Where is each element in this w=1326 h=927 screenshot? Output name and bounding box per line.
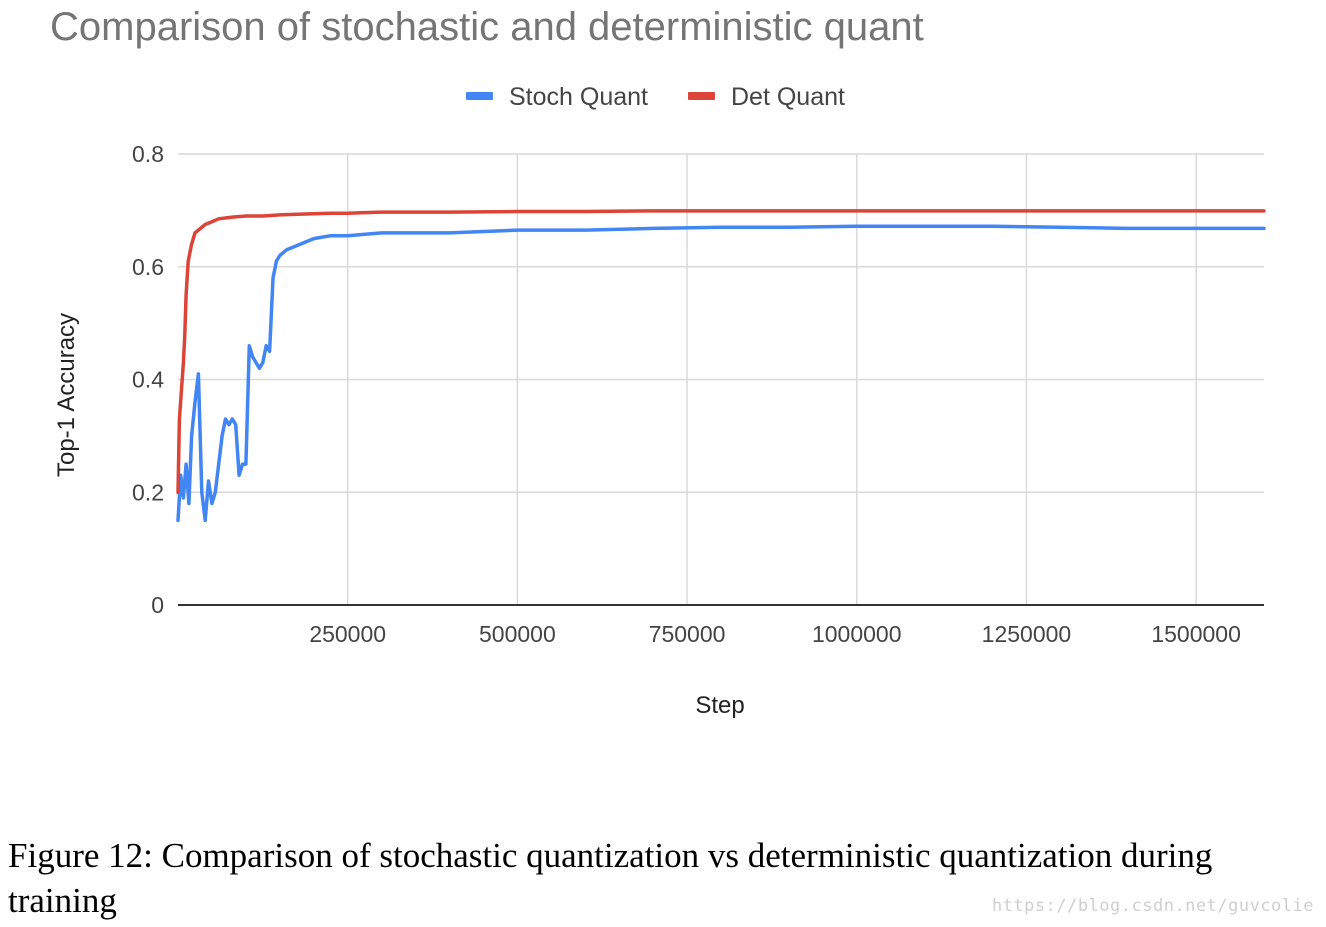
x-tick-label: 1250000 <box>982 621 1072 647</box>
x-tick-label: 1000000 <box>812 621 902 647</box>
y-tick-label: 0.2 <box>132 479 164 505</box>
y-tick-label: 0.8 <box>132 141 164 167</box>
chart-title: Comparison of stochastic and determinist… <box>50 5 924 49</box>
x-tick-label: 250000 <box>309 621 386 647</box>
legend-label-stoch-quant: Stoch Quant <box>509 83 648 111</box>
y-tick-label: 0 <box>151 592 164 618</box>
series-line-det-quant <box>176 209 1266 495</box>
legend-swatch-det-quant <box>688 92 715 100</box>
x-tick-label: 500000 <box>479 621 556 647</box>
y-tick-label: 0.6 <box>132 254 164 280</box>
chart-canvas: Comparison of stochastic and determinist… <box>50 5 1266 719</box>
grid-lines <box>178 153 1264 605</box>
y-axis-ticks: 0 0.2 0.4 0.6 0.8 <box>132 141 164 618</box>
x-axis-label: Step <box>695 692 744 719</box>
x-axis-ticks: 250000 500000 750000 1000000 1250000 1500000 <box>309 621 1241 647</box>
legend-label-det-quant: Det Quant <box>731 83 845 111</box>
legend-swatch-stoch-quant <box>466 92 493 100</box>
series-line-stoch-quant <box>176 224 1266 523</box>
figure-caption: Figure 12: Comparison of stochastic quan… <box>8 836 1213 920</box>
line-chart: Comparison of stochastic and determinist… <box>50 5 1266 719</box>
x-tick-label: 750000 <box>649 621 726 647</box>
y-tick-label: 0.4 <box>132 367 164 393</box>
series-lines <box>176 209 1266 523</box>
x-tick-label: 1500000 <box>1151 621 1241 647</box>
legend: Stoch Quant Det Quant <box>466 83 845 111</box>
y-axis-label: Top-1 Accuracy <box>53 313 80 477</box>
watermark: https://blog.csdn.net/guvcolie <box>991 896 1314 916</box>
